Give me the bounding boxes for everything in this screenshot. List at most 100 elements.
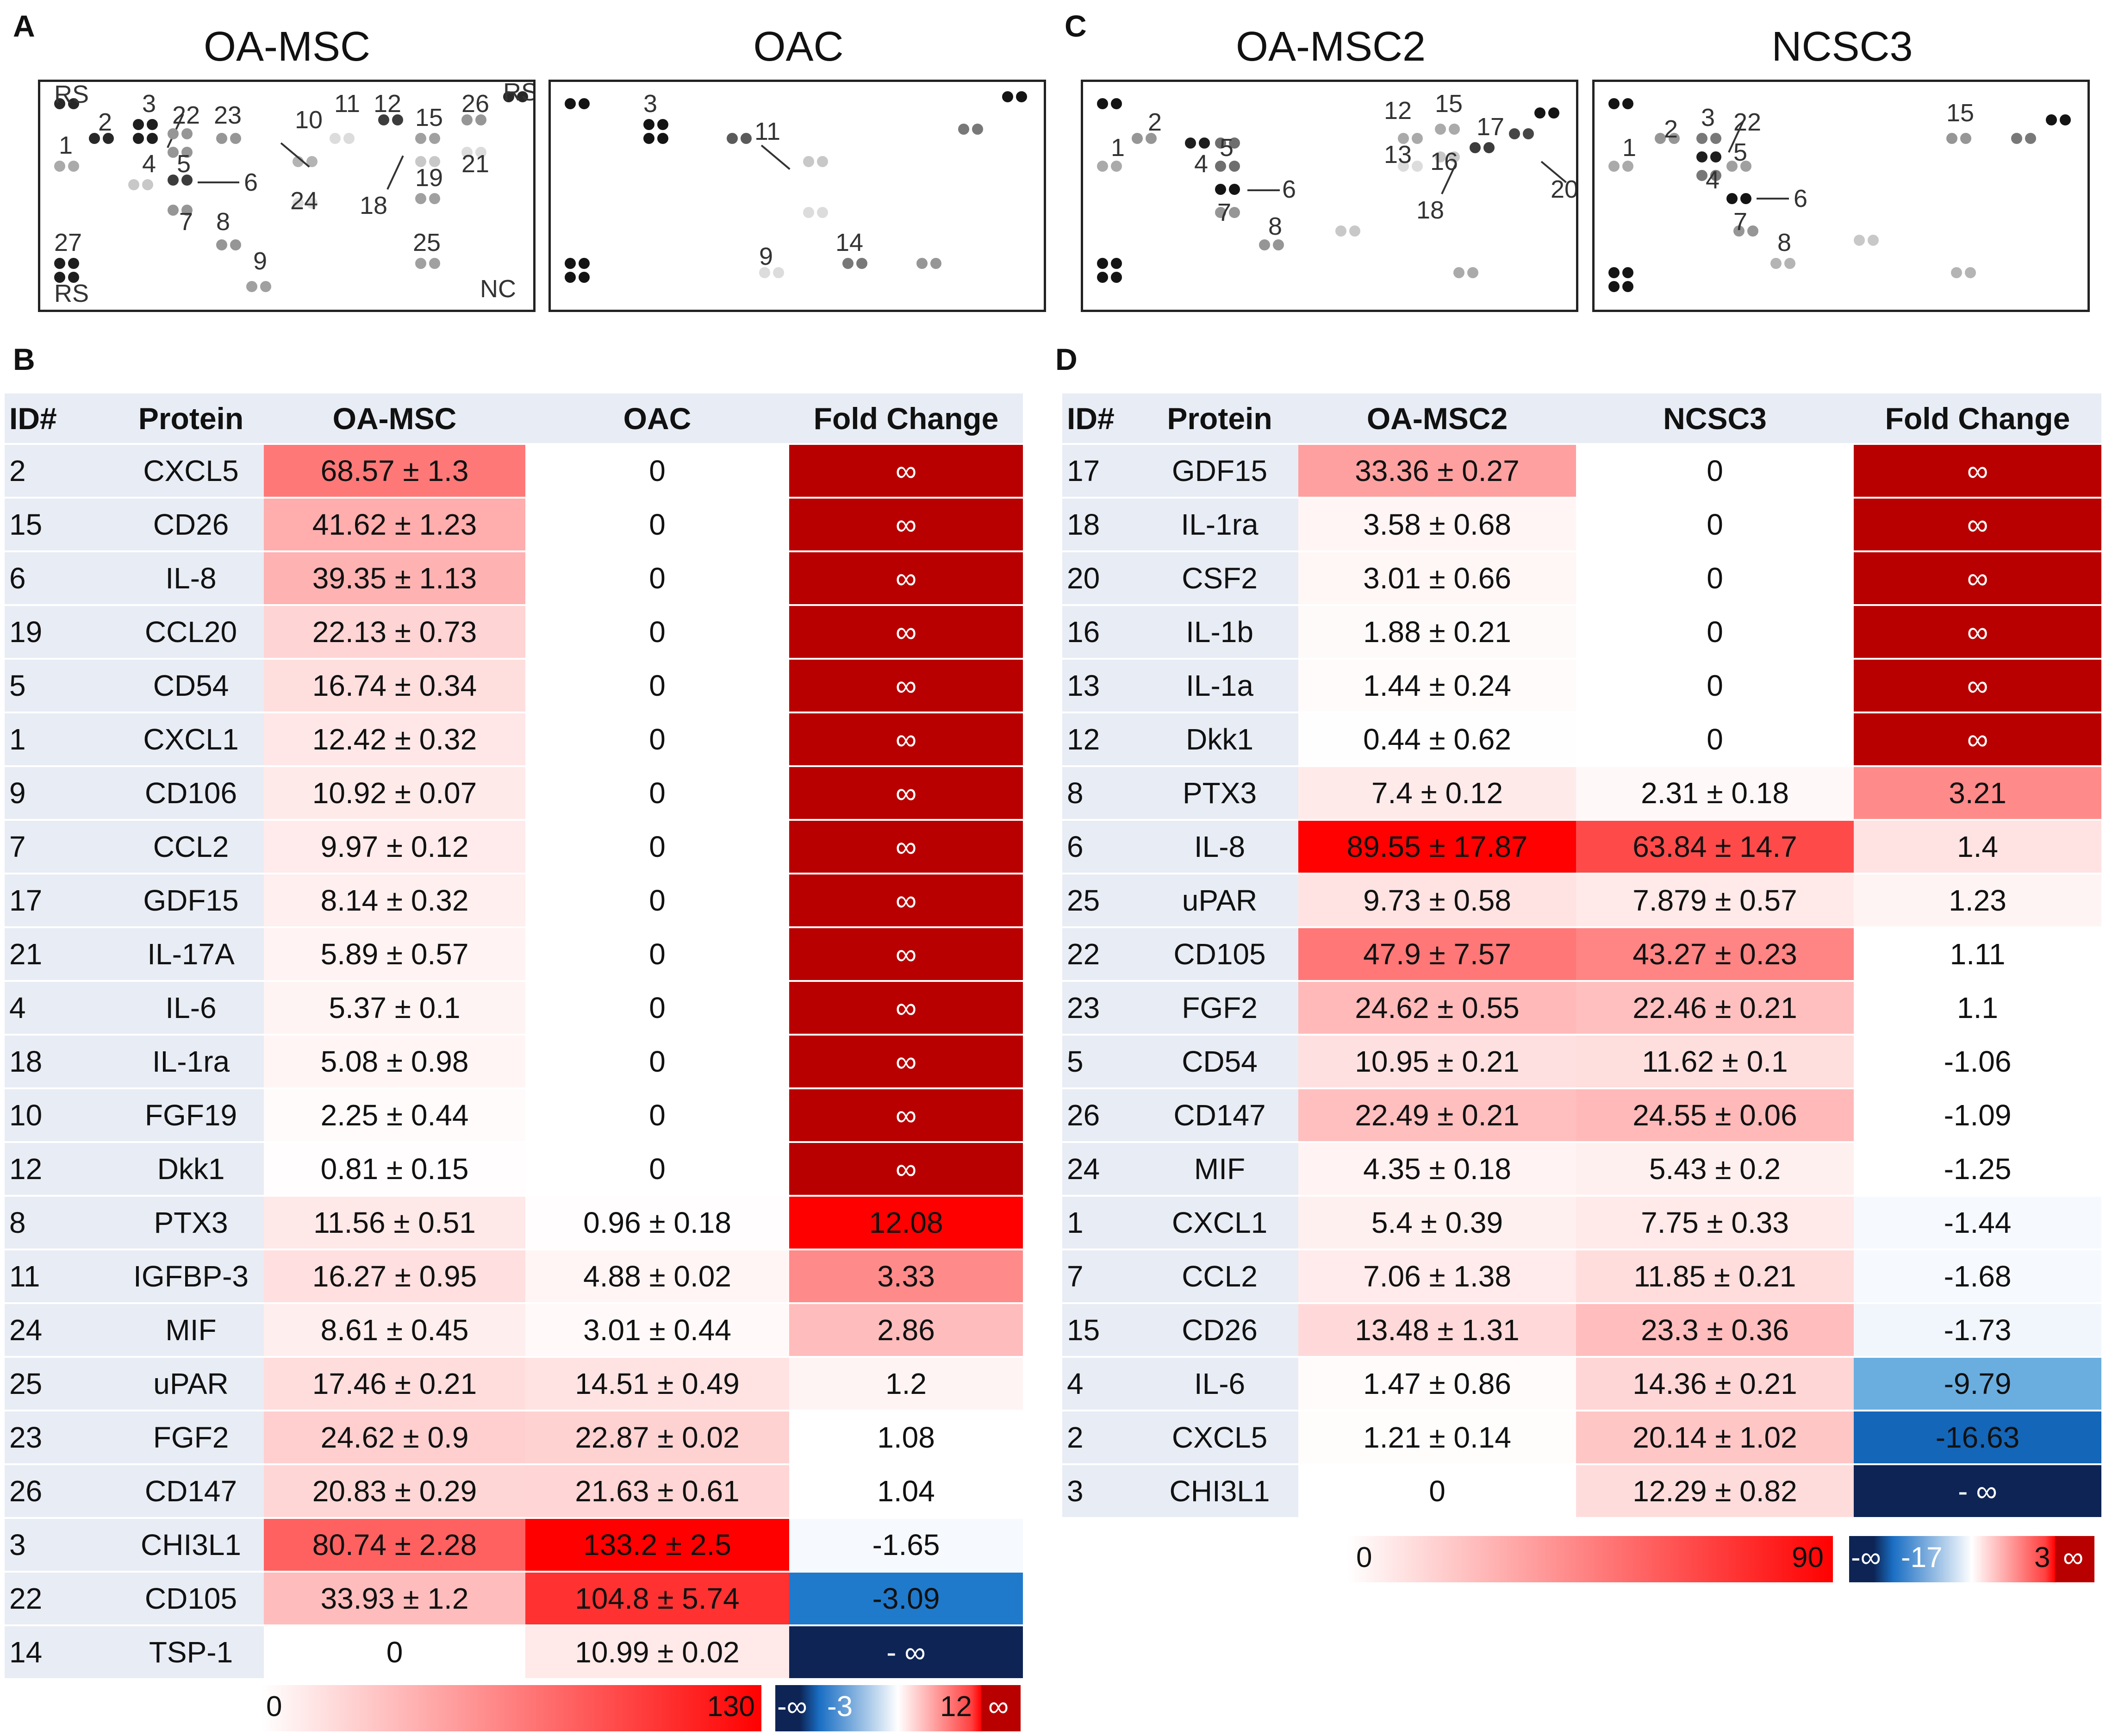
spot-label: 6 (244, 169, 258, 196)
table-row: 20 CSF2 3.01 ± 0.66 0 ∞ (1062, 551, 2101, 606)
row-fold-change: ∞ (789, 1035, 1023, 1089)
blot-spot (1622, 98, 1633, 109)
row-fold-change: -1.09 (1854, 1088, 2101, 1143)
row-sample-b: 7.75 ± 0.33 (1576, 1196, 1854, 1250)
row-fold-change: -1.25 (1854, 1142, 2101, 1197)
blot-spot (142, 179, 153, 190)
row-fold-change: ∞ (1854, 605, 2101, 660)
blot-spot (378, 114, 389, 125)
spot-label: 16 (1430, 148, 1458, 175)
spot-label: 6 (1282, 175, 1296, 203)
row-protein: FGF2 (118, 1411, 264, 1465)
spot-label: 21 (461, 150, 490, 178)
blot-spot (1229, 137, 1240, 149)
table-row: 11 IGFBP-3 16.27 ± 0.95 4.88 ± 0.02 3.33 (5, 1249, 1023, 1304)
blot-spot (1710, 151, 1721, 162)
blot-spot (842, 258, 854, 269)
row-sample-b: 0 (1576, 659, 1854, 713)
row-sample-a: 2.25 ± 0.44 (264, 1088, 525, 1143)
row-fold-change: -1.68 (1854, 1249, 2101, 1304)
row-sample-b: 14.51 ± 0.49 (525, 1357, 789, 1411)
row-sample-b: 0 (525, 498, 789, 552)
blot-spot (181, 147, 193, 158)
blot-spot (657, 133, 668, 144)
row-fold-change: ∞ (789, 766, 1023, 821)
table-row: 26 CD147 20.83 ± 0.29 21.63 ± 0.61 1.04 (5, 1464, 1023, 1519)
spot-label: 15 (1435, 90, 1463, 118)
spot-label: 2 (1148, 108, 1162, 136)
row-sample-b: 5.43 ± 0.2 (1576, 1142, 1854, 1197)
scale-min: 0 (1356, 1542, 1372, 1574)
table-row: 8 PTX3 7.4 ± 0.12 2.31 ± 0.18 3.21 (1062, 766, 2101, 821)
row-protein: CCL20 (118, 605, 264, 660)
row-protein: Dkk1 (118, 1142, 264, 1197)
header-id: ID# (1062, 393, 1141, 445)
blot-spot (1097, 258, 1108, 269)
row-sample-a: 1.21 ± 0.14 (1298, 1411, 1576, 1465)
row-id: 2 (5, 444, 118, 499)
spot-label: 4 (1706, 166, 1720, 194)
spot-label: 7 (179, 208, 193, 236)
row-id: 4 (1062, 1357, 1141, 1411)
blot-spot (1132, 133, 1143, 144)
row-fold-change: ∞ (1854, 444, 2101, 499)
spot-label: 14 (835, 229, 864, 256)
blot-spot (1349, 225, 1360, 237)
table-row: 1 CXCL1 12.42 ± 0.32 0 ∞ (5, 712, 1023, 767)
blot-spot (168, 205, 179, 216)
blot-spot (1111, 272, 1122, 283)
table-row: 22 CD105 47.9 ± 7.57 43.27 ± 0.23 1.11 (1062, 927, 2101, 982)
blot-spot (803, 156, 814, 167)
row-sample-b: 12.29 ± 0.82 (1576, 1464, 1854, 1519)
panel-label-c: C (1065, 9, 1087, 43)
row-fold-change: ∞ (789, 551, 1023, 606)
row-fold-change: - ∞ (789, 1625, 1023, 1680)
row-sample-a: 5.08 ± 0.98 (264, 1035, 525, 1089)
row-sample-b: 43.27 ± 0.23 (1576, 927, 1854, 982)
blot-spot (1951, 267, 1962, 278)
spot-label: 8 (1777, 229, 1792, 256)
blot-spot (565, 272, 576, 283)
blot-spot (503, 91, 514, 102)
blot-spot (1398, 161, 1409, 172)
row-sample-b: 0 (525, 1088, 789, 1143)
spot-label: RS (503, 80, 536, 106)
spot-label: 11 (334, 90, 361, 118)
scale-label: -∞ (1851, 1542, 1881, 1574)
row-fold-change: -1.06 (1854, 1035, 2101, 1089)
row-sample-b: 0 (525, 1035, 789, 1089)
blot-spot (1412, 133, 1423, 144)
spot-label: 4 (142, 150, 156, 178)
table-row: 12 Dkk1 0.81 ± 0.15 0 ∞ (5, 1142, 1023, 1197)
row-sample-a: 24.62 ± 0.9 (264, 1411, 525, 1465)
blot-spot (1740, 193, 1751, 204)
row-id: 2 (1062, 1411, 1141, 1465)
spot-label: 18 (1416, 196, 1445, 224)
blot-spot (1655, 133, 1666, 144)
row-id: 4 (5, 981, 118, 1036)
panel-label-a: A (13, 9, 35, 43)
table-row: 2 CXCL5 1.21 ± 0.14 20.14 ± 1.02 -16.63 (1062, 1411, 2101, 1465)
row-id: 14 (5, 1625, 118, 1680)
row-id: 16 (1062, 605, 1141, 660)
spot-label: 4 (1194, 150, 1209, 178)
scale-max: 90 (1792, 1542, 1824, 1574)
scale-label: -∞ (777, 1691, 807, 1723)
row-sample-b: 104.8 ± 5.74 (525, 1572, 789, 1626)
row-id: 12 (5, 1142, 118, 1197)
table-row: 21 IL-17A 5.89 ± 0.57 0 ∞ (5, 927, 1023, 982)
row-id: 5 (1062, 1035, 1141, 1089)
spot-label: 9 (759, 243, 773, 270)
spot-label: 27 (54, 229, 82, 256)
table-row: 2 CXCL5 68.57 ± 1.3 0 ∞ (5, 444, 1023, 499)
scale-label: -17 (1901, 1542, 1943, 1574)
table-row: 5 CD54 10.95 ± 0.21 11.62 ± 0.1 -1.06 (1062, 1035, 2101, 1089)
spot-label: 3 (643, 90, 658, 118)
row-fold-change: 1.23 (1854, 874, 2101, 928)
blot-spot (306, 198, 318, 209)
row-id: 13 (1062, 659, 1141, 713)
blot-spot (89, 133, 100, 144)
blot-spot (1696, 151, 1707, 162)
blot-spot (461, 147, 473, 158)
scale-abundance-d: 0 90 (1347, 1536, 1833, 1582)
